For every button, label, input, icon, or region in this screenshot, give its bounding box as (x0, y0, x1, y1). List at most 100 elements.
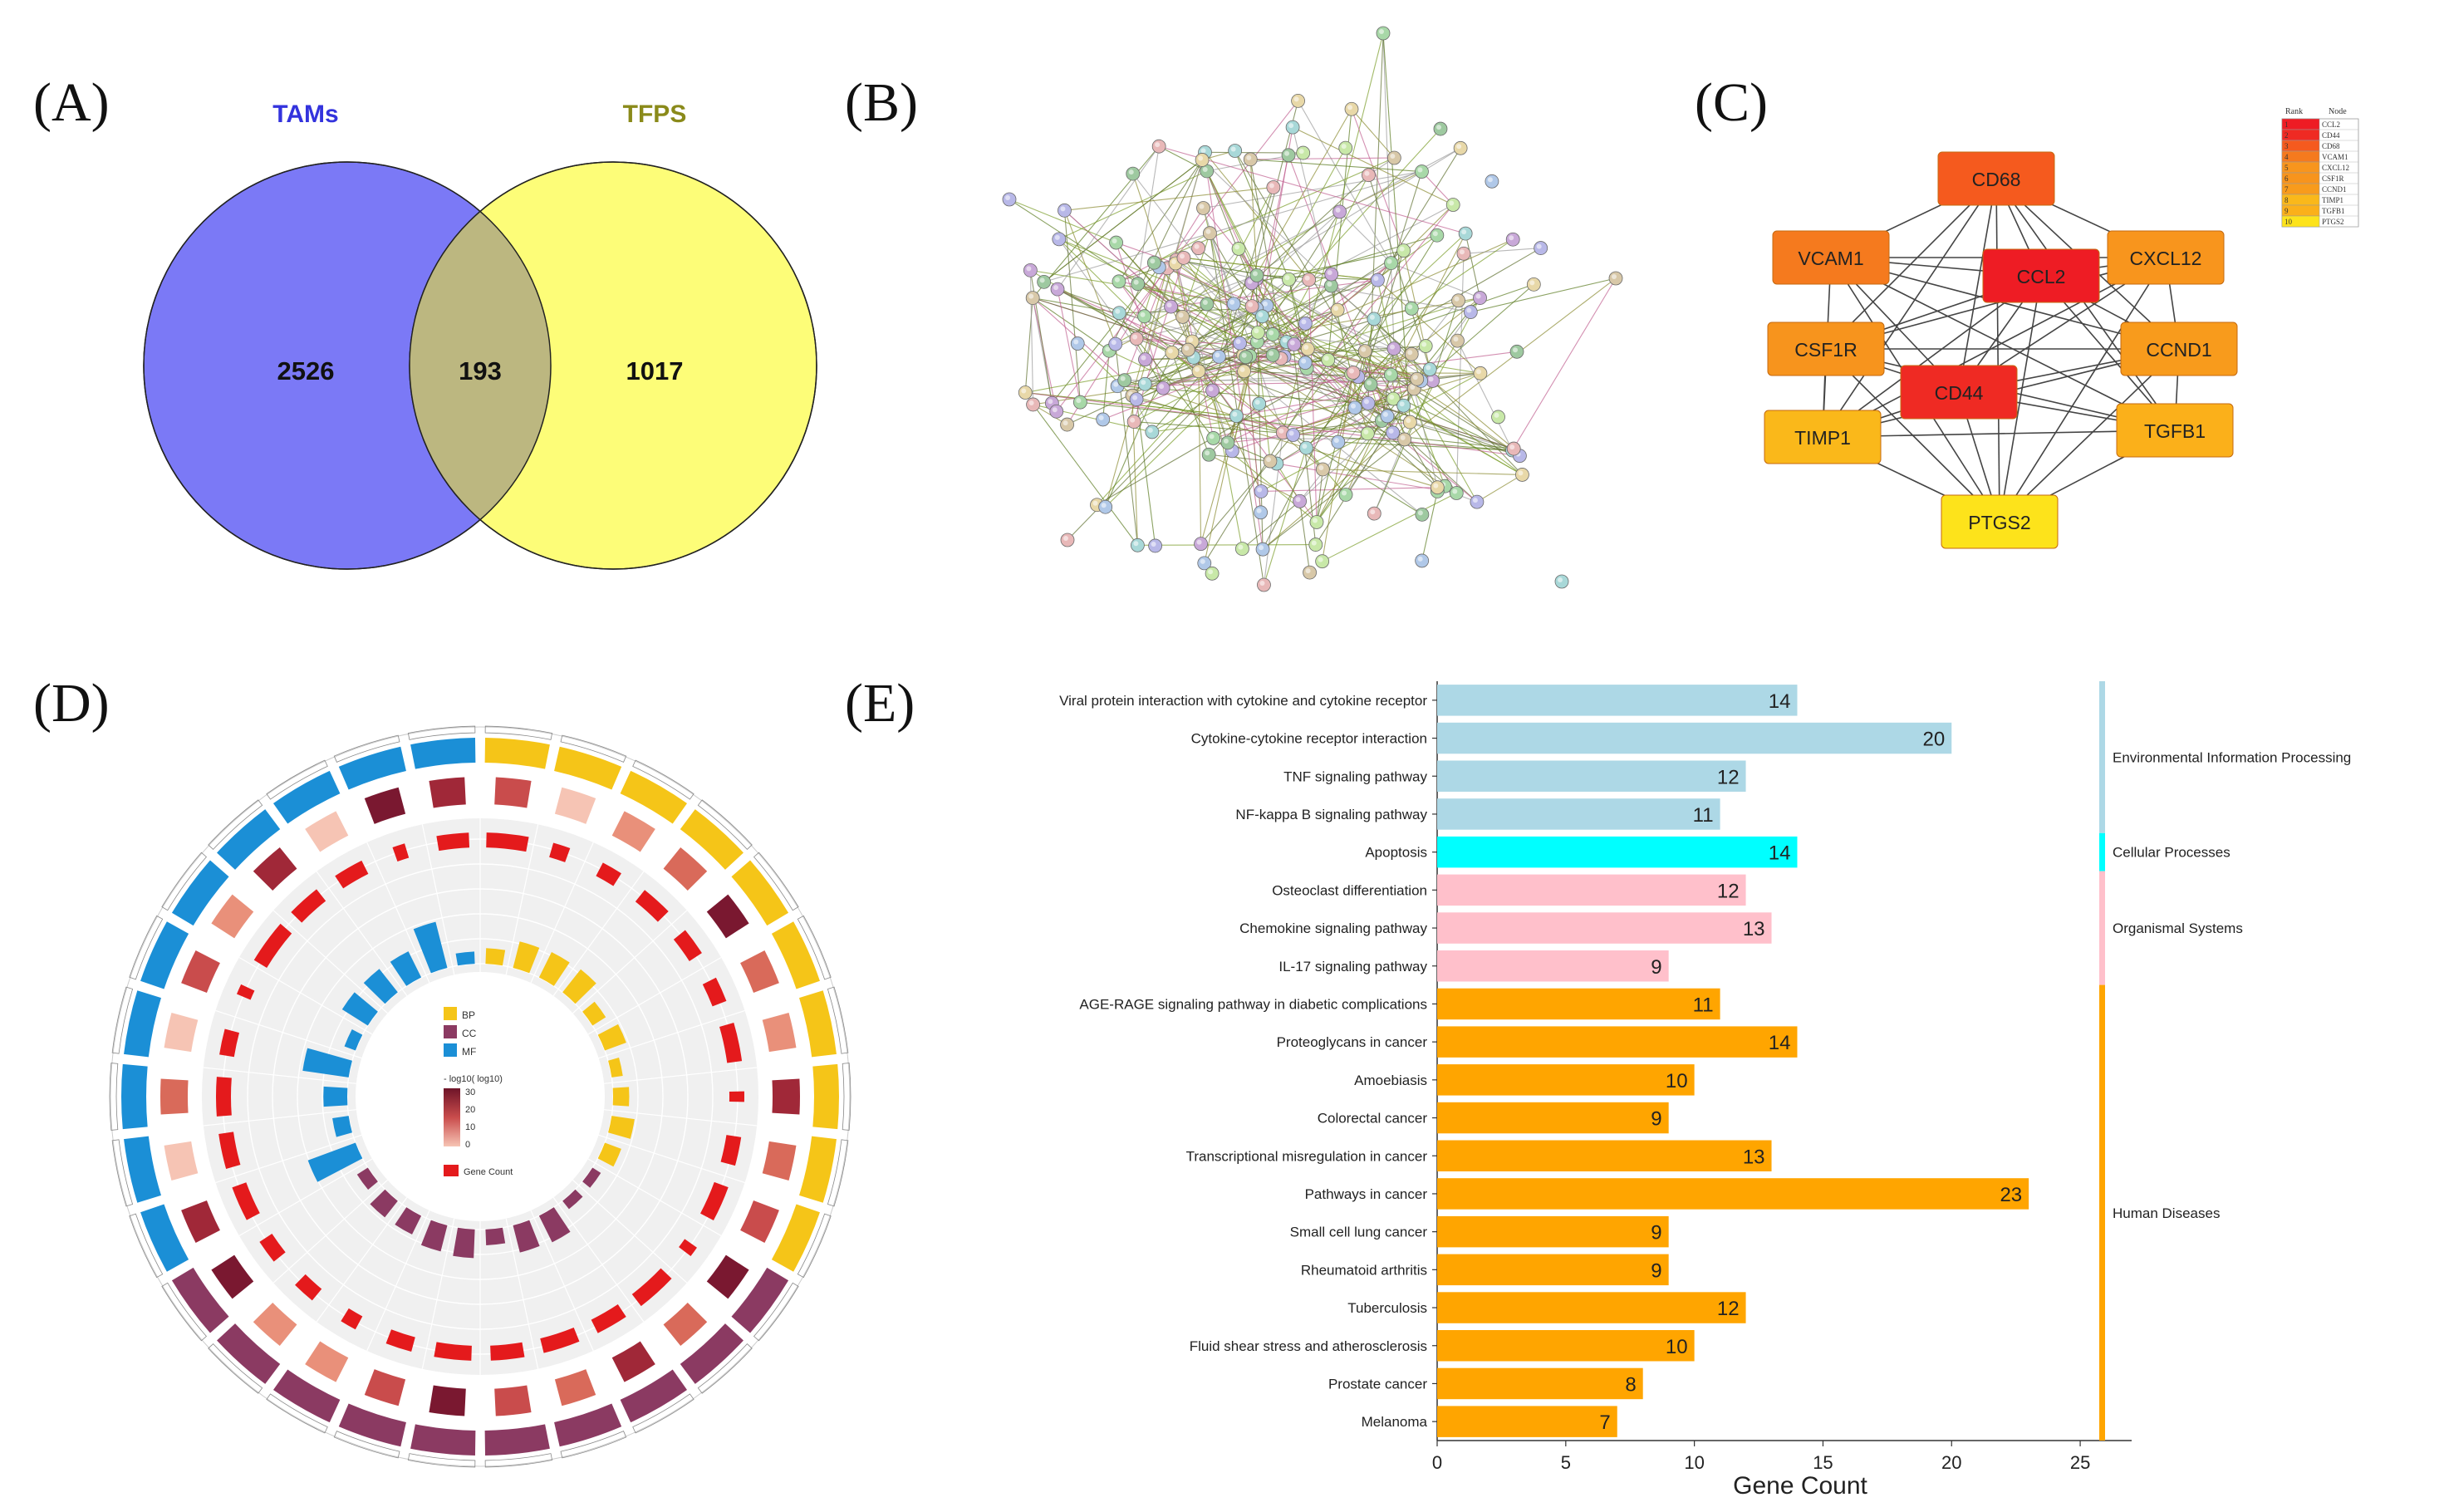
string-edge (1153, 262, 1247, 358)
circos-tick-band (111, 986, 134, 1054)
string-node-highlight (1092, 500, 1098, 506)
circos-tick-band (697, 799, 753, 850)
string-node-highlight (1461, 229, 1467, 235)
venn-left-label: TAMs (272, 101, 338, 128)
string-edge (1159, 145, 1466, 234)
circos-term-band (338, 746, 406, 790)
string-edge (1315, 388, 1415, 545)
bar-value-label: 14 (1769, 842, 1791, 865)
circos-inner-bar (562, 1189, 583, 1210)
string-node-highlight (1141, 380, 1146, 385)
x-axis-title: Gene Count (1733, 1472, 1867, 1500)
string-edge (1117, 359, 1328, 387)
string-node-highlight (1052, 407, 1058, 413)
string-node-highlight (1171, 259, 1177, 265)
string-edge (1322, 493, 1457, 562)
hub-edge (1999, 257, 2167, 523)
string-node-highlight (1536, 243, 1542, 249)
legend-node: CD68 (2322, 142, 2340, 150)
circos-term-band (272, 770, 341, 824)
legend-rank: 3 (2285, 142, 2289, 150)
string-node-highlight (1133, 279, 1139, 285)
circos-background-count-box (663, 847, 708, 891)
string-node-highlight (1021, 388, 1027, 394)
string-edge (1204, 356, 1251, 564)
legend-swatch-cc (444, 1025, 457, 1038)
string-node-highlight (1147, 427, 1153, 433)
circos-gene-count-mark (392, 843, 410, 862)
legend-rank: 2 (2285, 131, 2289, 140)
string-node-highlight (1112, 238, 1117, 244)
string-node-highlight (1028, 293, 1034, 299)
string-edge (1283, 420, 1382, 434)
string-node-highlight (1456, 144, 1462, 150)
circos-background-count-box (772, 1078, 800, 1115)
string-edge (1236, 380, 1433, 417)
circos-center (356, 972, 605, 1221)
string-node-highlight (1558, 577, 1563, 582)
venn-left-only-count: 2526 (277, 356, 335, 385)
circos-gene-count-mark (436, 832, 470, 852)
bar (1437, 1178, 2029, 1210)
circos-inner-bar (413, 921, 448, 974)
circos-legend: BP CC MF - log10( log10) 30 20 10 0 Gene… (444, 1007, 513, 1177)
string-edge (1354, 318, 1375, 408)
string-edge (1262, 421, 1411, 550)
circos-tick-band (407, 725, 476, 740)
group-label: Cellular Processes (2113, 845, 2231, 861)
circos-background-count-box (253, 1303, 297, 1347)
circos-inner-bar (597, 1024, 626, 1051)
circos-inner-bar (582, 1001, 606, 1026)
string-edge (1136, 338, 1308, 350)
string-edge (1043, 171, 1422, 282)
circos-gene-count-mark (631, 1268, 672, 1307)
circos-grid-spoke (552, 871, 645, 997)
string-edge (1262, 439, 1406, 550)
string-node-highlight (1184, 346, 1190, 351)
string-edge (1288, 234, 1438, 280)
string-edge (1242, 500, 1300, 550)
string-node-highlight (1386, 371, 1392, 376)
category-label: Transcriptional misregulation in cancer (1186, 1148, 1428, 1164)
string-node-highlight (1188, 337, 1194, 343)
string-node-highlight (1259, 581, 1265, 587)
circos-grid-spoke (572, 910, 688, 1014)
circos-background-count-box (554, 787, 596, 824)
string-edge (1411, 238, 1514, 309)
string-node-highlight (1048, 399, 1053, 405)
string-node-highlight (1254, 328, 1259, 334)
string-edge (1175, 259, 1257, 280)
circos-tick-band (753, 1282, 799, 1342)
circos-term-band (620, 770, 688, 824)
string-edge (1255, 278, 1285, 357)
legend-node: TGFB1 (2322, 207, 2345, 215)
bar-value-label: 7 (1599, 1411, 1610, 1434)
bar (1437, 1367, 1643, 1400)
category-label: Osteoclast differentiation (1272, 882, 1427, 898)
string-edge (1463, 248, 1541, 254)
group-label: Organismal Systems (2113, 920, 2243, 936)
circos-inner-bar (356, 1167, 378, 1190)
hub-edge (1822, 430, 2176, 438)
string-node-highlight (1288, 430, 1294, 436)
circos-background-count-box (181, 1200, 220, 1243)
circos-grid-spoke (203, 1109, 356, 1127)
circos-gene-count-mark (259, 1233, 286, 1262)
legend-node: CCND1 (2322, 185, 2347, 194)
legend-swatch-gene-count (444, 1165, 459, 1176)
circos-tick-band (797, 915, 832, 980)
circos-tick-band (560, 1431, 627, 1459)
string-node-highlight (1284, 275, 1290, 281)
string-node-highlight (1494, 412, 1499, 418)
circos-gene-count-mark (635, 890, 669, 922)
string-node-highlight (1410, 384, 1416, 390)
hub-edge (1995, 178, 2176, 431)
string-node-highlight (1327, 282, 1332, 287)
string-node-highlight (1155, 142, 1161, 148)
string-node-highlight (1407, 304, 1413, 310)
string-edge (1192, 279, 1378, 342)
string-edge (1175, 259, 1289, 280)
string-node-highlight (1053, 285, 1059, 291)
string-edge (1166, 101, 1299, 269)
circos-background-count-box (554, 1369, 596, 1406)
